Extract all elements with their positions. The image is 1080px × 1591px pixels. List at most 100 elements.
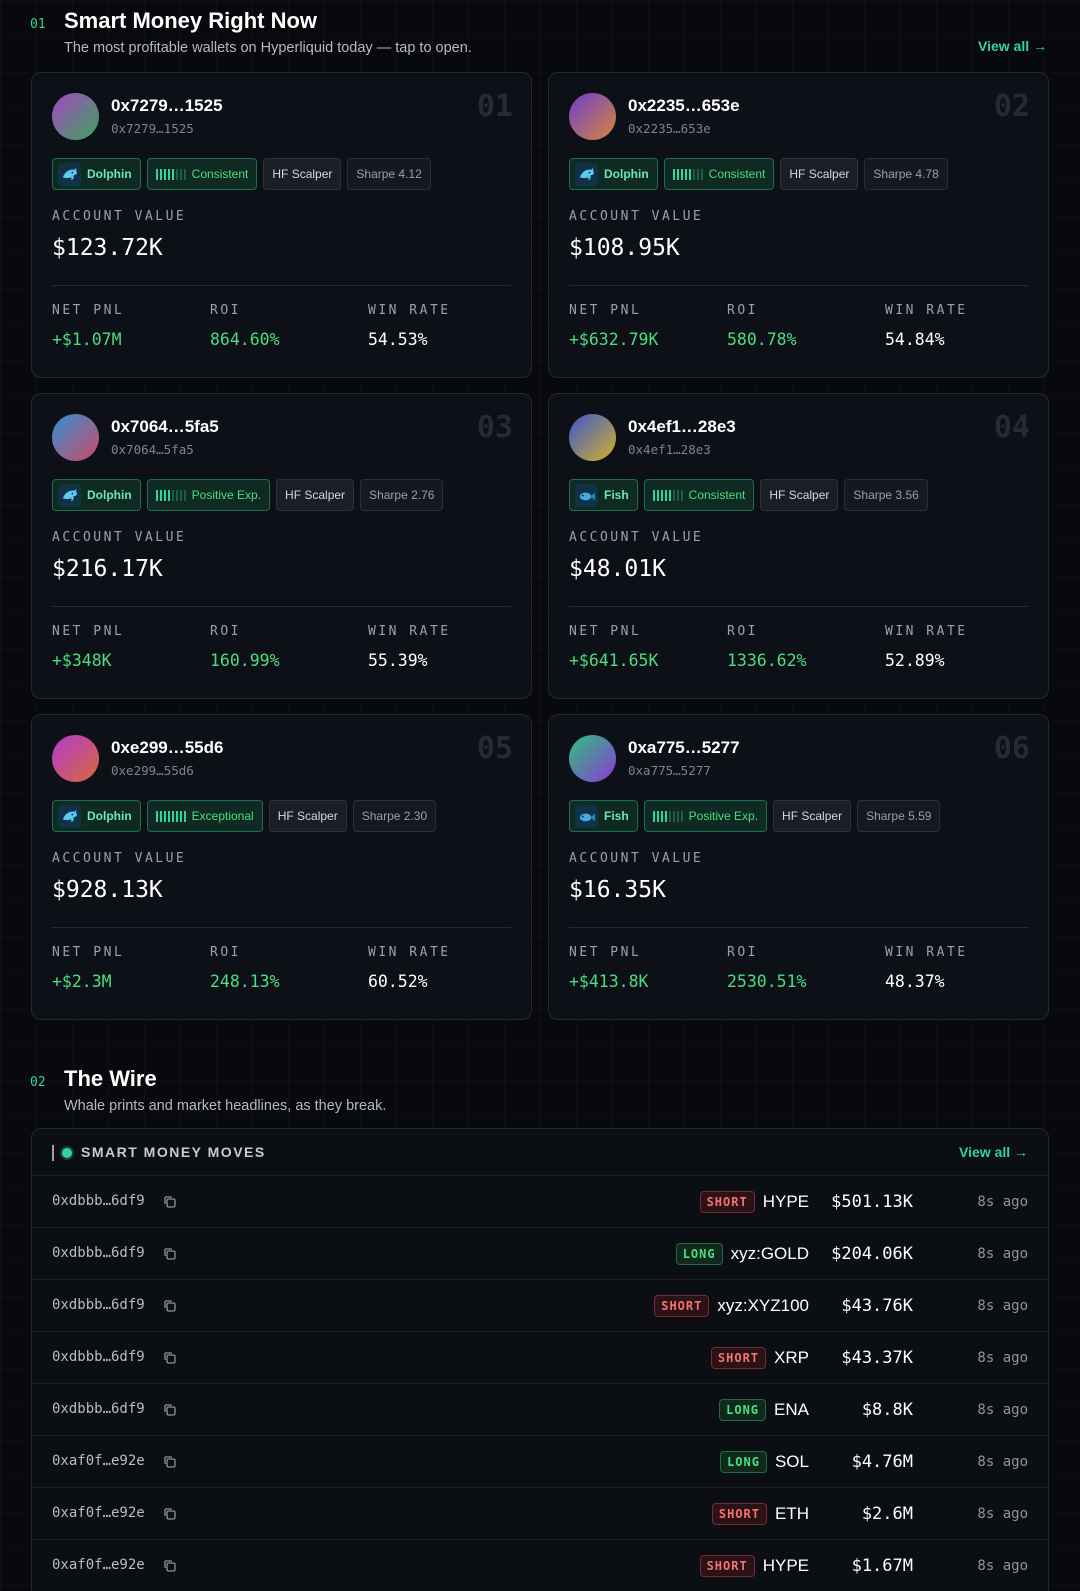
trader-address[interactable]: 0xaf0f…e92e	[52, 1557, 145, 1573]
copy-icon[interactable]	[163, 1559, 177, 1573]
section-title: The Wire	[64, 1066, 157, 1091]
win-rate-label: WIN RATE	[368, 945, 451, 960]
consistency-bar	[167, 810, 170, 822]
timestamp: 8s ago	[977, 1194, 1028, 1210]
wallet-address: 0x7064…5fa5	[111, 417, 219, 436]
copy-icon[interactable]	[163, 1351, 177, 1365]
move-row[interactable]: 0xaf0f…e92e SHORT ETH $2.6M 8s ago	[32, 1488, 1048, 1540]
move-row[interactable]: 0xdbbb…6df9 SHORT XRP $43.37K 8s ago	[32, 1332, 1048, 1384]
account-value: $48.01K	[569, 556, 666, 582]
smart-money-view-all-link[interactable]: View all →	[978, 38, 1047, 54]
side-badge: SHORT	[654, 1295, 710, 1317]
copy-icon[interactable]	[163, 1455, 177, 1469]
asset-symbol[interactable]: ETH	[775, 1504, 809, 1523]
roi-label: ROI	[210, 945, 241, 960]
copy-icon[interactable]	[163, 1247, 177, 1261]
wallet-card[interactable]: 0x2235…653e 0x2235…653e 02 Dolphin Consisten…	[548, 72, 1049, 378]
rank-number: 02	[993, 89, 1030, 124]
consistency-bar	[656, 810, 659, 822]
account-value-label: ACCOUNT VALUE	[52, 851, 187, 866]
consistency-bar	[672, 489, 675, 501]
move-details: LONG ENA $8.8K 8s ago	[719, 1384, 1028, 1436]
consistency-bar	[179, 168, 182, 180]
consistency-meter	[652, 489, 683, 501]
tag-row: Dolphin Consistent HF Scalper Sharpe 4.12	[52, 158, 431, 190]
trade-amount: $2.6M	[861, 1504, 913, 1524]
timestamp: 8s ago	[977, 1246, 1028, 1262]
wallet-card[interactable]: 0xe299…55d6 0xe299…55d6 05 Dolphin Exception…	[31, 714, 532, 1020]
move-row[interactable]: 0xdbbb…6df9 SHORT xyz:XYZ100 $43.76K 8s ago	[32, 1280, 1048, 1332]
tier-label: Fish	[604, 488, 629, 502]
net-pnl-label: NET PNL	[569, 945, 642, 960]
trade-amount: $43.76K	[841, 1296, 913, 1316]
move-row[interactable]: 0xaf0f…e92e LONG SOL $4.76M 8s ago	[32, 1436, 1048, 1488]
wallet-card[interactable]: 0x4ef1…28e3 0x4ef1…28e3 04 Fish Consistent HF…	[548, 393, 1049, 699]
trader-address[interactable]: 0xdbbb…6df9	[52, 1297, 145, 1313]
sharpe-badge: Sharpe 3.56	[844, 479, 928, 511]
avatar	[52, 414, 99, 461]
style-badge: HF Scalper	[268, 800, 347, 832]
wire-header: 02 The Wire Whale prints and market head…	[30, 1062, 1050, 1122]
consistency-bar	[656, 489, 659, 501]
divider	[52, 285, 511, 286]
move-row[interactable]: 0xdbbb…6df9 LONG ENA $8.8K 8s ago	[32, 1384, 1048, 1436]
win-rate-value: 60.52%	[368, 972, 428, 991]
asset-symbol[interactable]: xyz:GOLD	[730, 1244, 809, 1263]
trade-amount: $43.37K	[841, 1348, 913, 1368]
copy-icon[interactable]	[163, 1299, 177, 1313]
trader-address[interactable]: 0xdbbb…6df9	[52, 1245, 145, 1261]
trader-address[interactable]: 0xdbbb…6df9	[52, 1193, 145, 1209]
side-badge: SHORT	[699, 1191, 755, 1213]
copy-icon[interactable]	[163, 1403, 177, 1417]
trader-address[interactable]: 0xaf0f…e92e	[52, 1505, 145, 1521]
rank-number: 05	[476, 731, 513, 766]
style-badge: HF Scalper	[780, 158, 859, 190]
move-details: SHORT xyz:XYZ100 $43.76K 8s ago	[654, 1280, 1028, 1332]
consistency-bar	[680, 810, 683, 822]
win-rate-label: WIN RATE	[885, 945, 968, 960]
move-row[interactable]: 0xdbbb…6df9 LONG xyz:GOLD $204.06K 8s ago	[32, 1228, 1048, 1280]
asset-symbol[interactable]: xyz:XYZ100	[717, 1296, 809, 1315]
trader-address[interactable]: 0xdbbb…6df9	[52, 1401, 145, 1417]
roi-stat: ROI 160.99%	[210, 624, 280, 670]
asset-symbol[interactable]: XRP	[774, 1348, 809, 1367]
consistency-label: Consistent	[191, 167, 249, 181]
copy-icon[interactable]	[163, 1195, 177, 1209]
fish-icon	[575, 483, 598, 507]
wallet-address: 0xa775…5277	[628, 738, 740, 757]
trade-amount: $204.06K	[831, 1244, 913, 1264]
asset-symbol[interactable]: ENA	[774, 1400, 809, 1419]
trader-address[interactable]: 0xaf0f…e92e	[52, 1453, 145, 1469]
wallet-address-mono: 0x7064…5fa5	[111, 442, 194, 457]
move-row[interactable]: 0xaf0f…e92e SHORT HYPE $1.67M 8s ago	[32, 1540, 1048, 1591]
trader-address[interactable]: 0xdbbb…6df9	[52, 1349, 145, 1365]
move-row[interactable]: 0xdbbb…6df9 SHORT HYPE $501.13K 8s ago	[32, 1176, 1048, 1228]
win-rate-stat: WIN RATE 54.84%	[885, 303, 968, 349]
divider	[569, 285, 1028, 286]
side-badge: LONG	[719, 1399, 767, 1421]
wire-view-all-link[interactable]: View all →	[959, 1144, 1028, 1160]
net-pnl-stat: NET PNL +$641.65K	[569, 624, 658, 670]
avatar	[569, 414, 616, 461]
tier-label: Dolphin	[87, 167, 132, 181]
net-pnl-value: +$1.07M	[52, 330, 122, 349]
consistency-bar	[183, 168, 186, 180]
consistency-bar	[175, 168, 178, 180]
wallet-card[interactable]: 0x7279…1525 0x7279…1525 01 Dolphin Consisten…	[31, 72, 532, 378]
live-dot-icon	[62, 1148, 72, 1158]
copy-icon[interactable]	[163, 1507, 177, 1521]
consistency-meter	[672, 168, 703, 180]
roi-label: ROI	[727, 945, 758, 960]
style-badge: HF Scalper	[276, 479, 355, 511]
wallet-card[interactable]: 0x7064…5fa5 0x7064…5fa5 03 Dolphin Positive …	[31, 393, 532, 699]
wallet-card[interactable]: 0xa775…5277 0xa775…5277 06 Fish Positive Exp…	[548, 714, 1049, 1020]
move-details: SHORT ETH $2.6M 8s ago	[711, 1488, 1028, 1540]
roi-value: 2530.51%	[727, 972, 807, 991]
timestamp: 8s ago	[977, 1298, 1028, 1314]
asset-symbol[interactable]: HYPE	[762, 1556, 809, 1575]
asset-symbol[interactable]: HYPE	[762, 1192, 809, 1211]
timestamp: 8s ago	[977, 1558, 1028, 1574]
asset-symbol[interactable]: SOL	[774, 1452, 809, 1471]
section-subtitle: Whale prints and market headlines, as th…	[64, 1098, 387, 1114]
roi-value: 864.60%	[210, 330, 280, 349]
